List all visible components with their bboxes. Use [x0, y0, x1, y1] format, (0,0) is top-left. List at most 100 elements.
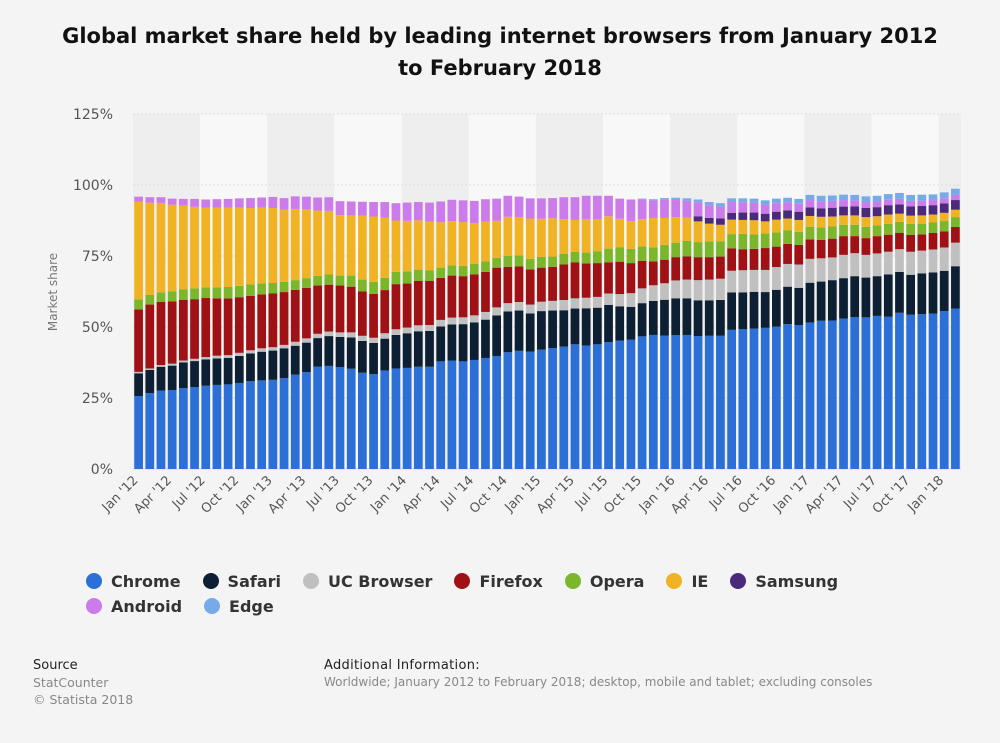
- bar-opera[interactable]: [850, 224, 860, 237]
- legend-item-safari[interactable]: Safari: [202, 571, 281, 591]
- bar-opera[interactable]: [134, 299, 143, 310]
- bar-chrome[interactable]: [380, 370, 390, 469]
- bar-opera[interactable]: [615, 247, 625, 262]
- bar-android[interactable]: [872, 201, 882, 208]
- bar-edge[interactable]: [693, 199, 703, 203]
- bar-firefox[interactable]: [783, 243, 792, 264]
- bar-opera[interactable]: [358, 279, 367, 292]
- bar-firefox[interactable]: [693, 257, 703, 281]
- bar-safari[interactable]: [772, 289, 781, 327]
- bar-ie[interactable]: [481, 221, 490, 262]
- bar-firefox[interactable]: [581, 263, 591, 298]
- bar-firefox[interactable]: [391, 284, 401, 330]
- bar-firefox[interactable]: [592, 263, 602, 297]
- bar-ie[interactable]: [861, 217, 871, 227]
- bar-firefox[interactable]: [212, 298, 222, 356]
- bar-samsung[interactable]: [861, 208, 871, 218]
- bar-firefox[interactable]: [335, 285, 345, 333]
- bar-ie[interactable]: [760, 221, 770, 234]
- bar-edge[interactable]: [704, 202, 714, 206]
- bar-chrome[interactable]: [481, 357, 490, 469]
- bar-uc-browser[interactable]: [525, 304, 535, 314]
- bar-uc-browser[interactable]: [727, 270, 736, 293]
- bar-android[interactable]: [246, 198, 255, 208]
- bar-edge[interactable]: [917, 194, 927, 201]
- legend-item-ie[interactable]: IE: [666, 571, 708, 591]
- bar-android[interactable]: [839, 200, 848, 207]
- bar-chrome[interactable]: [827, 320, 837, 469]
- bar-opera[interactable]: [872, 225, 882, 237]
- bar-chrome[interactable]: [458, 361, 468, 469]
- bar-uc-browser[interactable]: [850, 253, 860, 277]
- bar-uc-browser[interactable]: [861, 254, 871, 278]
- bar-android[interactable]: [604, 195, 613, 217]
- bar-firefox[interactable]: [716, 256, 725, 279]
- bar-safari[interactable]: [481, 319, 490, 358]
- bar-samsung[interactable]: [783, 210, 792, 219]
- bar-android[interactable]: [716, 206, 725, 219]
- bar-firefox[interactable]: [346, 286, 356, 333]
- bar-ie[interactable]: [190, 206, 199, 289]
- bar-safari[interactable]: [436, 326, 446, 362]
- bar-android[interactable]: [134, 196, 143, 202]
- bar-android[interactable]: [772, 203, 781, 212]
- bar-ie[interactable]: [559, 219, 569, 254]
- bar-samsung[interactable]: [939, 203, 949, 213]
- bar-opera[interactable]: [604, 248, 613, 263]
- bar-uc-browser[interactable]: [783, 263, 792, 287]
- bar-opera[interactable]: [503, 256, 513, 267]
- bar-chrome[interactable]: [671, 335, 681, 469]
- bar-edge[interactable]: [883, 194, 893, 200]
- bar-ie[interactable]: [391, 220, 401, 272]
- bar-firefox[interactable]: [458, 276, 468, 318]
- bar-safari[interactable]: [458, 324, 468, 362]
- bar-chrome[interactable]: [178, 388, 188, 469]
- bar-ie[interactable]: [626, 221, 636, 249]
- bar-ie[interactable]: [514, 217, 524, 256]
- bar-opera[interactable]: [727, 234, 736, 249]
- bar-chrome[interactable]: [794, 325, 804, 469]
- bar-firefox[interactable]: [872, 236, 882, 254]
- bar-android[interactable]: [559, 197, 569, 220]
- bar-uc-browser[interactable]: [671, 280, 681, 299]
- bar-uc-browser[interactable]: [693, 280, 703, 301]
- bar-chrome[interactable]: [156, 390, 166, 469]
- bar-samsung[interactable]: [883, 205, 893, 215]
- bar-firefox[interactable]: [816, 239, 826, 259]
- bar-android[interactable]: [581, 195, 591, 220]
- bar-opera[interactable]: [716, 241, 725, 257]
- bar-ie[interactable]: [503, 216, 513, 256]
- bar-chrome[interactable]: [850, 317, 860, 469]
- bar-opera[interactable]: [492, 257, 502, 268]
- bar-ie[interactable]: [279, 209, 289, 282]
- bar-safari[interactable]: [704, 300, 714, 336]
- bar-uc-browser[interactable]: [816, 258, 826, 282]
- bar-uc-browser[interactable]: [425, 325, 434, 331]
- bar-firefox[interactable]: [738, 249, 748, 271]
- bar-edge[interactable]: [749, 198, 759, 203]
- bar-firefox[interactable]: [839, 236, 848, 255]
- bar-android[interactable]: [939, 198, 949, 204]
- bar-android[interactable]: [637, 199, 647, 220]
- bar-firefox[interactable]: [268, 293, 278, 348]
- bar-safari[interactable]: [939, 270, 949, 312]
- bar-android[interactable]: [548, 198, 557, 219]
- bar-safari[interactable]: [604, 304, 613, 343]
- bar-opera[interactable]: [447, 265, 457, 276]
- bar-samsung[interactable]: [716, 218, 725, 225]
- bar-firefox[interactable]: [257, 294, 267, 349]
- bar-opera[interactable]: [951, 217, 960, 228]
- bar-opera[interactable]: [648, 247, 658, 262]
- bar-uc-browser[interactable]: [805, 258, 815, 283]
- bar-ie[interactable]: [145, 202, 155, 295]
- bar-firefox[interactable]: [313, 285, 322, 334]
- bar-safari[interactable]: [503, 311, 513, 353]
- bar-firefox[interactable]: [503, 266, 513, 304]
- bar-ie[interactable]: [895, 213, 904, 222]
- bar-android[interactable]: [223, 198, 233, 208]
- bar-android[interactable]: [503, 195, 513, 217]
- bar-ie[interactable]: [178, 205, 188, 290]
- bar-uc-browser[interactable]: [413, 325, 423, 332]
- bar-android[interactable]: [906, 200, 916, 207]
- bar-opera[interactable]: [469, 263, 479, 275]
